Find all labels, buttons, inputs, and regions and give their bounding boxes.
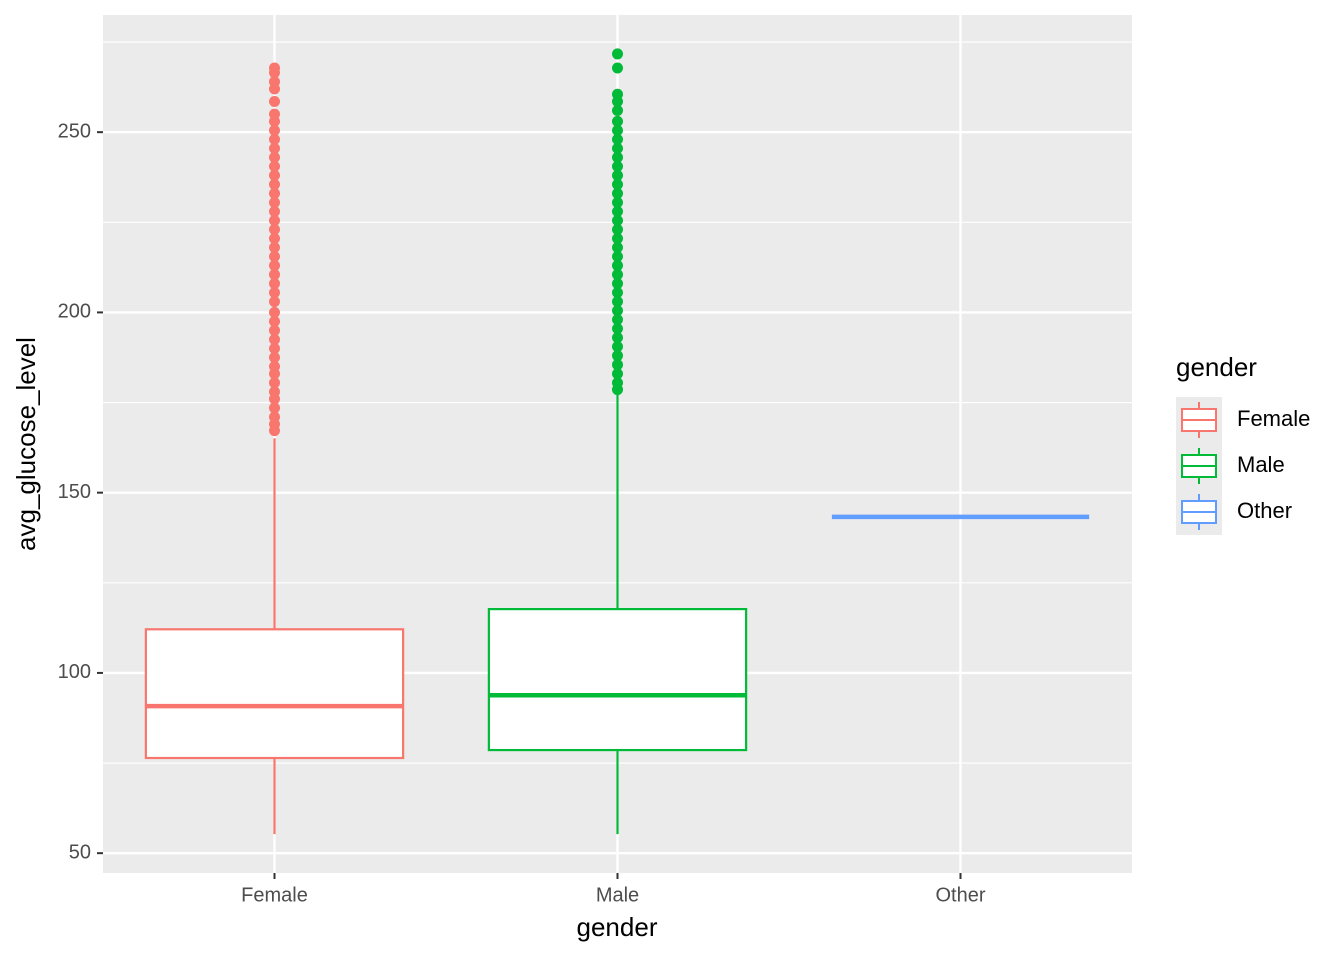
outlier [269,411,280,423]
outlier [269,351,280,363]
outlier [612,48,623,60]
outlier [269,360,280,372]
legend-title: gender [1176,352,1257,382]
outlier [612,214,623,226]
outlier [269,169,280,181]
outlier [612,377,623,389]
outlier [269,333,280,345]
outlier [612,242,623,254]
outlier [269,96,280,108]
y-tick-label: 250 [58,120,91,142]
outlier [269,151,280,163]
outlier [612,88,623,100]
outlier [269,306,280,318]
outlier [612,133,623,145]
outlier [612,269,623,281]
outlier [269,160,280,172]
outlier [612,278,623,290]
outlier [269,142,280,154]
x-tick-label: Other [935,884,985,906]
y-tick-label: 100 [58,661,91,683]
outlier [612,305,623,317]
outlier [612,178,623,190]
outlier [612,251,623,263]
outlier [269,205,280,217]
outlier [612,359,623,371]
outlier [269,260,280,272]
outlier [612,368,623,380]
outlier [612,187,623,199]
outlier [269,377,280,389]
outlier [612,332,623,344]
outlier [269,196,280,208]
outlier [612,233,623,245]
legend-label: Female [1237,406,1310,431]
outlier [612,62,623,74]
outlier [269,187,280,199]
outlier [269,315,280,327]
outlier [269,233,280,245]
box [144,628,405,760]
outlier [612,314,623,326]
outlier [269,224,280,235]
outlier [612,151,623,163]
outlier [269,296,280,308]
outlier [269,386,280,398]
y-tick-label: 50 [69,841,91,863]
box [487,608,748,752]
outlier [612,224,623,235]
outlier [269,287,280,299]
outlier [612,169,623,181]
outlier [612,350,623,362]
outlier [612,124,623,136]
outlier [612,296,623,308]
outlier [612,287,623,299]
outlier [612,115,623,127]
outlier [612,323,623,335]
outlier [269,178,280,190]
outlier [612,160,623,172]
outlier [269,242,280,254]
outlier [269,342,280,354]
legend-label: Other [1237,498,1292,523]
outlier [269,269,280,281]
outlier [269,108,280,120]
outlier [269,76,280,88]
outlier [269,402,280,414]
outlier [612,260,623,272]
x-axis-label: gender [577,912,658,942]
outlier [269,251,280,263]
y-tick-label: 150 [58,481,91,503]
x-tick-label: Male [596,884,639,906]
outlier [269,133,280,145]
outlier [269,324,280,336]
y-axis-label: avg_glucose_level [11,337,41,551]
outlier [612,142,623,154]
x-tick-label: Female [241,884,308,906]
outlier [269,214,280,226]
outlier [269,124,280,136]
outlier [612,105,623,117]
outlier [269,62,280,74]
y-tick-label: 200 [58,301,91,323]
outlier [612,196,623,208]
legend-label: Male [1237,452,1285,477]
outlier [269,278,280,290]
outlier [612,205,623,217]
outlier [612,341,623,353]
